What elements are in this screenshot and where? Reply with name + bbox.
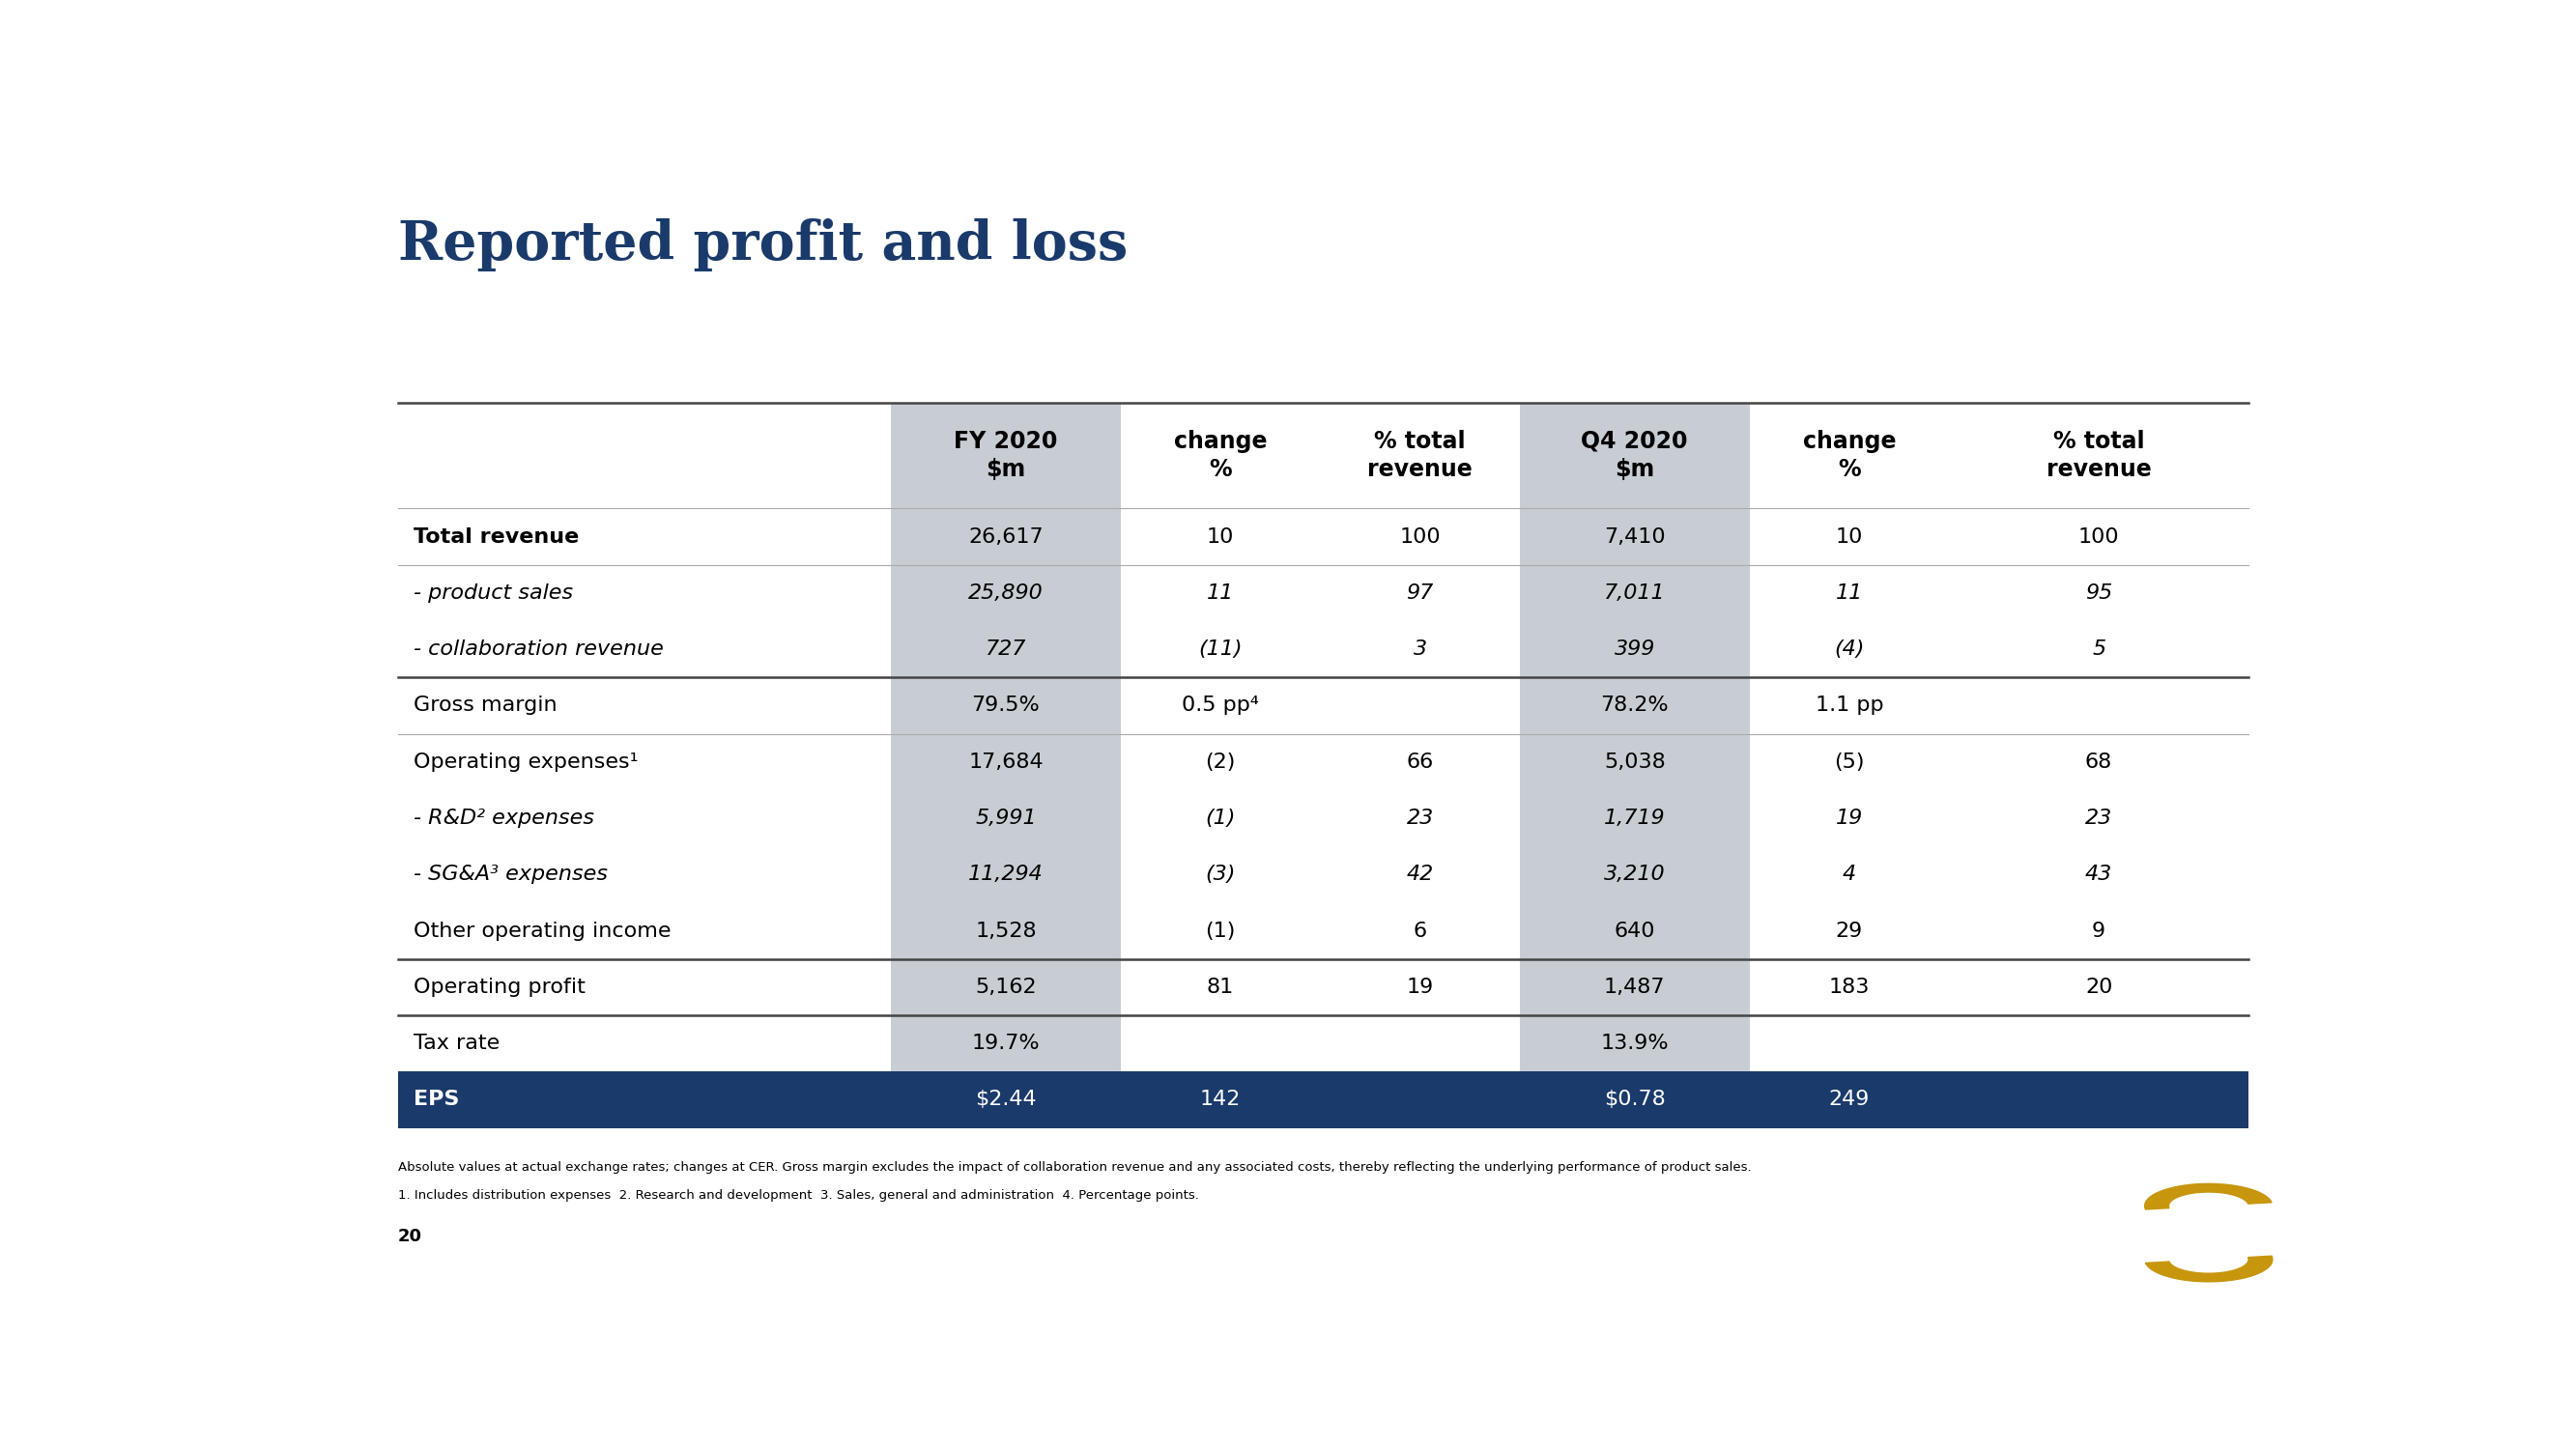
Text: 5,162: 5,162 (976, 978, 1036, 997)
Text: 66: 66 (1406, 752, 1435, 771)
Text: - SG&A³ expenses: - SG&A³ expenses (415, 865, 608, 884)
Text: EPS: EPS (415, 1090, 459, 1110)
Text: 13.9%: 13.9% (1600, 1033, 1669, 1053)
Text: 5: 5 (2092, 639, 2105, 659)
Bar (891, 403, 1121, 1127)
Text: 17,684: 17,684 (969, 752, 1043, 771)
Text: (3): (3) (1206, 865, 1236, 884)
Text: $2.44: $2.44 (976, 1090, 1036, 1110)
Text: % total
revenue: % total revenue (1368, 430, 1473, 481)
Text: 10: 10 (1837, 527, 1862, 546)
Text: 142: 142 (1200, 1090, 1242, 1110)
Text: 11: 11 (1206, 584, 1234, 603)
Polygon shape (2146, 1256, 2272, 1282)
Text: FY 2020
$m: FY 2020 $m (953, 430, 1059, 481)
Text: 19: 19 (1406, 978, 1435, 997)
Text: 11: 11 (1837, 584, 1862, 603)
Text: 23: 23 (1406, 809, 1435, 827)
Text: 100: 100 (1399, 527, 1440, 546)
Text: 78.2%: 78.2% (1600, 696, 1669, 716)
Text: Absolute values at actual exchange rates; changes at CER. Gross margin excludes : Absolute values at actual exchange rates… (397, 1161, 1752, 1174)
Text: change
%: change % (1175, 430, 1267, 481)
Bar (1520, 403, 1749, 1127)
Text: 97: 97 (1406, 584, 1435, 603)
Text: 29: 29 (1837, 922, 1862, 940)
Text: 19.7%: 19.7% (971, 1033, 1041, 1053)
Text: - collaboration revenue: - collaboration revenue (415, 639, 665, 659)
Text: 20: 20 (397, 1229, 422, 1246)
Text: 25,890: 25,890 (969, 584, 1043, 603)
Text: Q4 2020
$m: Q4 2020 $m (1582, 430, 1687, 481)
Polygon shape (2146, 1184, 2272, 1210)
Text: 4: 4 (1842, 865, 1857, 884)
Text: (1): (1) (1206, 922, 1236, 940)
Text: 6: 6 (1414, 922, 1427, 940)
Text: 1.1 pp: 1.1 pp (1816, 696, 1883, 716)
Text: Operating profit: Operating profit (415, 978, 585, 997)
Text: 20: 20 (2084, 978, 2112, 997)
Text: (1): (1) (1206, 809, 1236, 827)
Text: 100: 100 (2079, 527, 2120, 546)
Text: % total
revenue: % total revenue (2045, 430, 2151, 481)
Bar (397, 1072, 2249, 1127)
Text: 1,487: 1,487 (1605, 978, 1664, 997)
Text: 5,991: 5,991 (976, 809, 1036, 827)
Text: 79.5%: 79.5% (971, 696, 1041, 716)
Text: Reported profit and loss: Reported profit and loss (397, 219, 1128, 271)
Text: 42: 42 (1406, 865, 1435, 884)
Text: - R&D² expenses: - R&D² expenses (415, 809, 595, 827)
Text: 26,617: 26,617 (969, 527, 1043, 546)
Text: Gross margin: Gross margin (415, 696, 556, 716)
Text: 19: 19 (1837, 809, 1862, 827)
Text: 727: 727 (984, 639, 1025, 659)
Text: 68: 68 (2084, 752, 2112, 771)
Text: 43: 43 (2084, 865, 2112, 884)
Text: 0.5 pp⁴: 0.5 pp⁴ (1182, 696, 1260, 716)
Text: (2): (2) (1206, 752, 1236, 771)
Text: 9: 9 (2092, 922, 2105, 940)
Text: 249: 249 (1829, 1090, 1870, 1110)
Text: 81: 81 (1206, 978, 1234, 997)
Text: (11): (11) (1198, 639, 1242, 659)
Text: Tax rate: Tax rate (415, 1033, 500, 1053)
Text: (4): (4) (1834, 639, 1865, 659)
Text: Operating expenses¹: Operating expenses¹ (415, 752, 639, 771)
Text: 1. Includes distribution expenses  2. Research and development  3. Sales, genera: 1. Includes distribution expenses 2. Res… (397, 1190, 1198, 1201)
Text: - product sales: - product sales (415, 584, 574, 603)
Text: 183: 183 (1829, 978, 1870, 997)
Text: 95: 95 (2084, 584, 2112, 603)
Text: 1,528: 1,528 (976, 922, 1036, 940)
Text: 23: 23 (2084, 809, 2112, 827)
Text: 1,719: 1,719 (1605, 809, 1664, 827)
Text: 7,410: 7,410 (1605, 527, 1664, 546)
Text: 3,210: 3,210 (1605, 865, 1664, 884)
Text: 5,038: 5,038 (1605, 752, 1667, 771)
Text: $0.78: $0.78 (1605, 1090, 1667, 1110)
Text: Other operating income: Other operating income (415, 922, 672, 940)
Text: (5): (5) (1834, 752, 1865, 771)
Text: 399: 399 (1615, 639, 1656, 659)
Text: Total revenue: Total revenue (415, 527, 580, 546)
Text: 640: 640 (1615, 922, 1656, 940)
Text: change
%: change % (1803, 430, 1896, 481)
Text: 10: 10 (1206, 527, 1234, 546)
Text: 7,011: 7,011 (1605, 584, 1664, 603)
Text: 3: 3 (1414, 639, 1427, 659)
Text: 11,294: 11,294 (969, 865, 1043, 884)
